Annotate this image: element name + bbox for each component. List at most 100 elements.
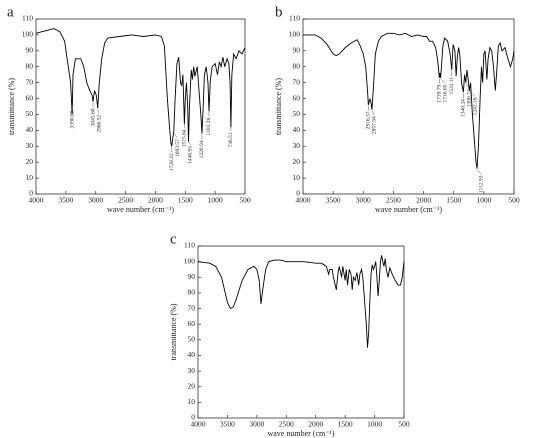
panel-label: c — [170, 231, 177, 247]
peak-label: 1533.11 — [449, 77, 455, 95]
peak-label: 1716.65 — [443, 84, 449, 102]
peak-label: 1300.71 — [467, 89, 473, 107]
x-tick-label: 2000 — [308, 420, 323, 429]
y-tick-label: 40 — [26, 125, 34, 134]
peak-label: 1739.79 — [437, 85, 443, 103]
y-tick-label: 100 — [289, 30, 301, 39]
x-tick-label: 1000 — [367, 420, 382, 429]
y-tick-label: 60 — [293, 93, 301, 102]
y-tick-label: 0 — [29, 189, 33, 198]
y-tick-label: 70 — [26, 77, 34, 86]
peak-label: 1112.93 — [479, 175, 485, 193]
y-tick-label: 60 — [188, 319, 196, 328]
annotation-leader — [465, 83, 470, 89]
y-tick-label: 10 — [188, 397, 196, 406]
y-tick-label: 40 — [293, 125, 301, 134]
y-tick-label: 50 — [188, 335, 196, 344]
y-tick-label: 0 — [296, 189, 300, 198]
x-tick-label: 4000 — [296, 196, 311, 205]
peak-label: 2966.52 — [96, 115, 102, 133]
annotation-leader — [371, 110, 375, 116]
peak-label: 3390.88 — [70, 110, 76, 128]
y-tick-label: 60 — [26, 93, 34, 102]
x-tick-label: 500 — [398, 420, 410, 429]
y-tick-label: 110 — [289, 14, 300, 23]
y-tick-label: 80 — [26, 61, 34, 70]
x-tick-label: 3500 — [220, 420, 235, 429]
spectrum-line — [35, 28, 246, 147]
plot-frame — [197, 245, 405, 419]
x-tick-label: 4000 — [191, 420, 206, 429]
x-tick-label: 1000 — [208, 196, 223, 205]
y-tick-label: 30 — [293, 141, 301, 150]
peak-label: 1103.28 — [206, 118, 212, 136]
peak-label: 2916.37 — [366, 111, 372, 129]
panel-label: a — [7, 4, 14, 20]
y-tick-label: 100 — [184, 256, 196, 265]
annotation-leader — [469, 91, 476, 97]
x-tick-label: 3000 — [356, 196, 371, 205]
peak-label: 1693.57 — [175, 139, 181, 157]
spectrum-line — [197, 255, 405, 348]
peak-label: 1446.93 — [188, 146, 194, 164]
y-tick-label: 10 — [26, 173, 34, 182]
x-tick-label: 3000 — [249, 420, 264, 429]
y-tick-label: 0 — [191, 413, 195, 422]
x-tick-label: 1500 — [178, 196, 193, 205]
y-tick-label: 30 — [26, 141, 34, 150]
x-tick-label: 1500 — [338, 420, 353, 429]
x-tick-label: 3500 — [326, 196, 341, 205]
y-tick-label: 40 — [188, 350, 196, 359]
peak-label: 1515.84 — [182, 129, 188, 147]
chart: b 4000 3500 3000 2500 2000 1500 1000 500 0 10 20 30 4… — [274, 4, 520, 213]
chart: c 4000 3500 3000 2500 2000 1500 1000 500 0 10 20 30 4… — [169, 231, 410, 437]
plot-frame — [302, 18, 515, 195]
x-axis-label: wave number (cm⁻¹) — [267, 429, 334, 438]
annotation-leader — [476, 169, 482, 175]
y-tick-label: 90 — [188, 272, 196, 281]
x-tick-label: 2000 — [416, 196, 431, 205]
x-tick-label: 3000 — [88, 196, 103, 205]
y-tick-label: 110 — [22, 14, 33, 23]
plot-frame — [35, 18, 246, 195]
y-tick-label: 90 — [26, 46, 34, 55]
y-tick-label: 90 — [293, 46, 301, 55]
peak-label: 736.51 — [228, 132, 234, 147]
x-tick-label: 1000 — [476, 196, 491, 205]
peak-label: 1242.16 — [473, 97, 479, 115]
x-tick-label: 1500 — [446, 196, 461, 205]
x-tick-label: 4000 — [29, 196, 44, 205]
x-tick-label: 2500 — [279, 420, 294, 429]
y-tick-label: 20 — [188, 381, 196, 390]
y-tick-label: 80 — [188, 288, 196, 297]
y-axis-label: transmittance (%) — [7, 78, 16, 135]
y-tick-label: 20 — [293, 157, 301, 166]
x-tick-label: 3500 — [58, 196, 73, 205]
y-tick-label: 70 — [293, 77, 301, 86]
peak-label: 3045.60 — [90, 108, 96, 126]
peak-label: 1728.22 — [169, 153, 175, 171]
y-tick-label: 50 — [26, 109, 34, 118]
x-axis-label: wave number (cm⁻¹) — [107, 205, 174, 214]
y-tick-label: 30 — [188, 366, 196, 375]
y-tick-label: 50 — [293, 109, 301, 118]
annotation-leader — [188, 140, 191, 146]
y-axis-label: transmittance (%) — [169, 303, 178, 360]
y-tick-label: 100 — [22, 30, 34, 39]
x-tick-label: 500 — [508, 196, 520, 205]
x-axis-label: wave number (cm⁻¹) — [375, 205, 442, 214]
y-tick-label: 20 — [26, 157, 34, 166]
panel-label: b — [275, 4, 283, 20]
x-tick-label: 500 — [239, 196, 251, 205]
spectrum-line — [303, 32, 515, 169]
y-tick-label: 80 — [293, 61, 301, 70]
x-tick-label: 2500 — [118, 196, 133, 205]
annotation-leader — [97, 108, 100, 114]
peak-label: 2857.84 — [372, 116, 378, 134]
peak-label: 1340.24 — [461, 99, 467, 117]
annotation-leader — [173, 133, 178, 139]
x-tick-label: 2500 — [386, 196, 401, 205]
y-tick-label: 70 — [188, 303, 196, 312]
